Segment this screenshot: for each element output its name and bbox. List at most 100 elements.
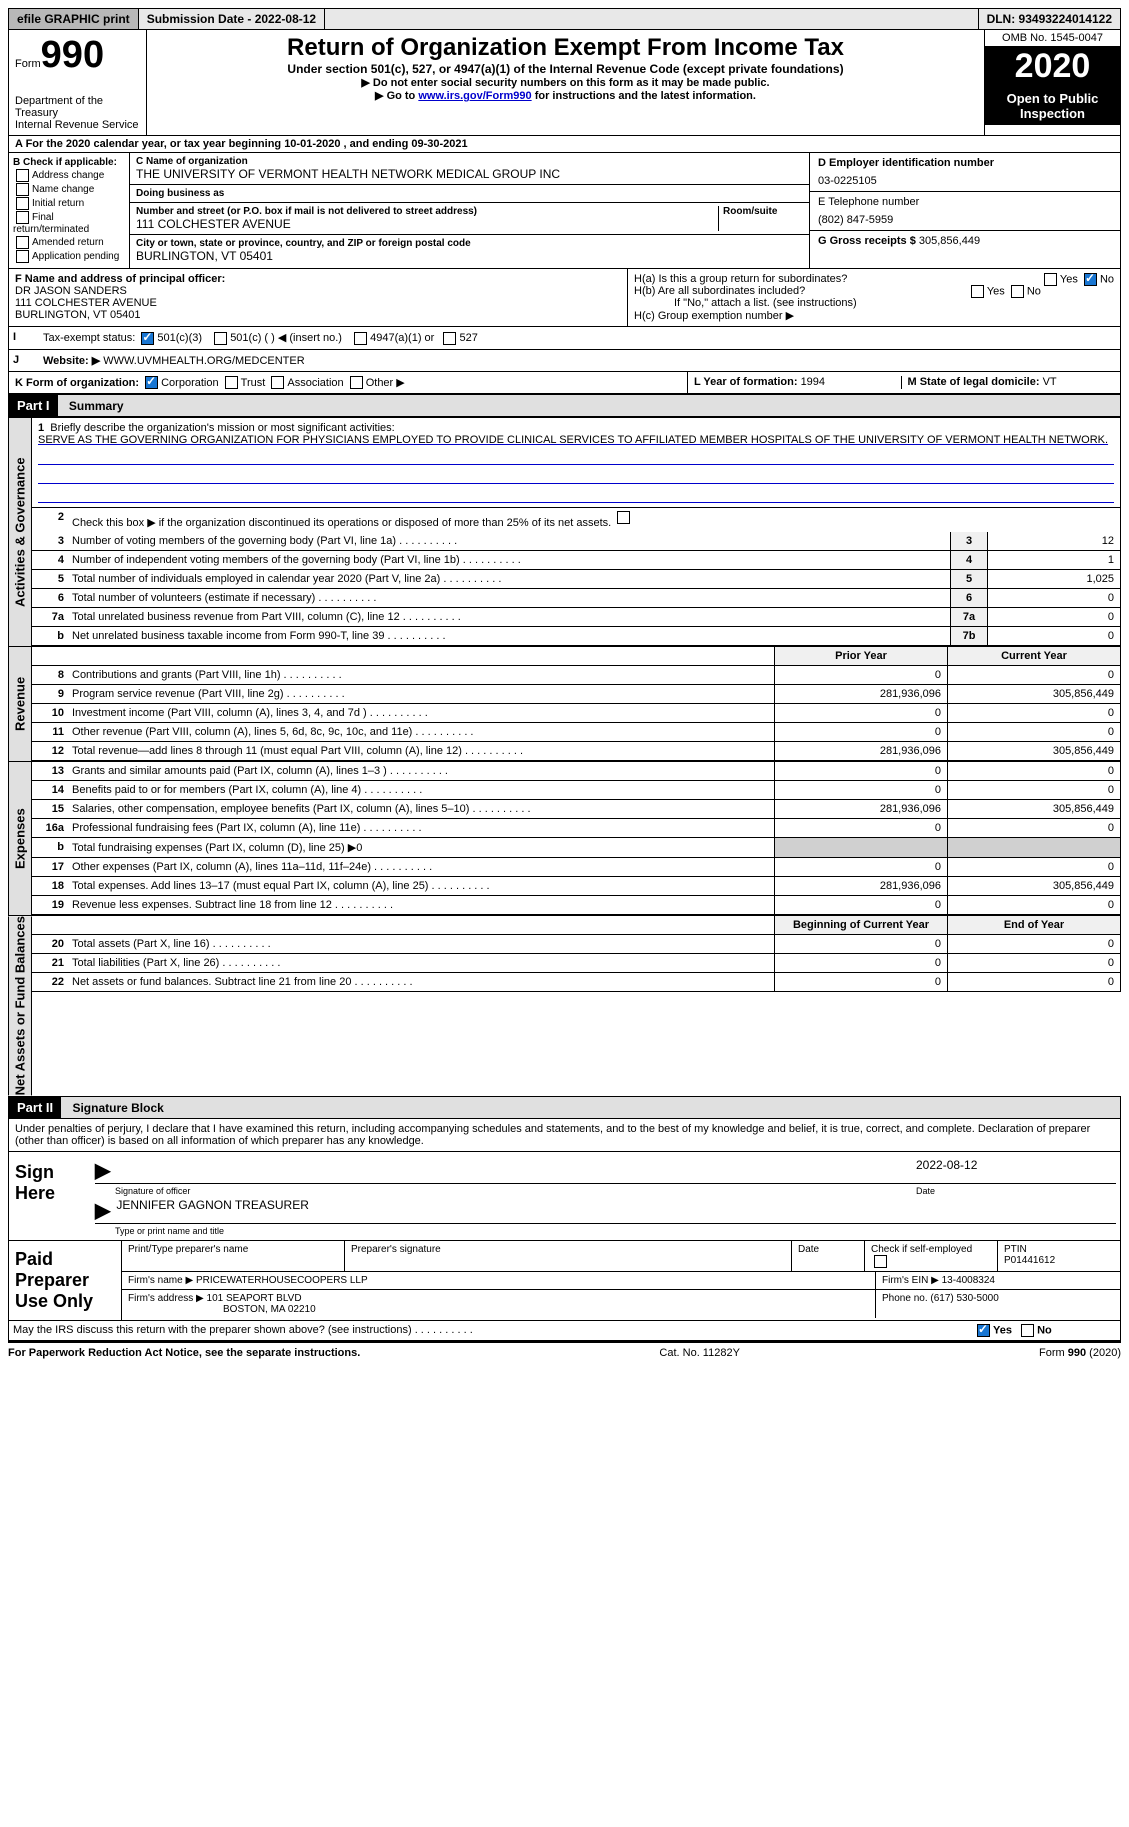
submission-date: Submission Date - 2022-08-12 xyxy=(139,9,325,29)
gov-line-b: b Net unrelated business taxable income … xyxy=(32,627,1121,646)
gov-line-5: 5 Total number of individuals employed i… xyxy=(32,570,1121,589)
website[interactable]: WWW.UVMHEALTH.ORG/MEDCENTER xyxy=(103,355,304,367)
sig-arrow-icon: ▶ xyxy=(95,1198,110,1223)
gov-line-6: 6 Total number of volunteers (estimate i… xyxy=(32,589,1121,608)
ha-yes[interactable] xyxy=(1044,273,1057,286)
line-17: 17 Other expenses (Part IX, column (A), … xyxy=(32,858,1121,877)
chk-trust[interactable] xyxy=(225,376,238,389)
irs-label: Internal Revenue Service xyxy=(15,119,140,131)
chk-other[interactable] xyxy=(350,376,363,389)
line-b: b Total fundraising expenses (Part IX, c… xyxy=(32,838,1121,858)
hb-yes[interactable] xyxy=(971,285,984,298)
ptin: PTINP01441612 xyxy=(998,1241,1120,1271)
row-j: J Website: ▶ WWW.UVMHEALTH.ORG/MEDCENTER xyxy=(8,350,1121,372)
discuss-yes[interactable] xyxy=(977,1324,990,1337)
netassets-header: Beginning of Current Year End of Year xyxy=(32,916,1121,935)
entity-block: B Check if applicable: Address change Na… xyxy=(8,153,1121,269)
chk-527[interactable] xyxy=(443,332,456,345)
section-netassets: Net Assets or Fund Balances Beginning of… xyxy=(8,915,1121,1096)
chk-name-change[interactable]: Name change xyxy=(13,183,125,196)
line-16a: 16a Professional fundraising fees (Part … xyxy=(32,819,1121,838)
box-h: H(a) Is this a group return for subordin… xyxy=(627,269,1120,326)
perjury-declaration: Under penalties of perjury, I declare th… xyxy=(8,1119,1121,1152)
discuss-no[interactable] xyxy=(1021,1324,1034,1337)
form-subtitle: Under section 501(c), 527, or 4947(a)(1)… xyxy=(151,62,980,76)
box-de: D Employer identification number 03-0225… xyxy=(809,153,1120,268)
form-title: Return of Organization Exempt From Incom… xyxy=(151,34,980,62)
gov-line-7a: 7a Total unrelated business revenue from… xyxy=(32,608,1121,627)
officer-signature: JENNIFER GAGNON TREASURER xyxy=(116,1198,308,1223)
gross-receipts: G Gross receipts $ 305,856,449 xyxy=(810,231,1120,268)
vtab-revenue: Revenue xyxy=(8,647,32,761)
form-number: Form990 xyxy=(15,34,140,77)
gov-line-3: 3 Number of voting members of the govern… xyxy=(32,532,1121,551)
firm-ein: Firm's EIN ▶ 13-4008324 xyxy=(876,1272,1120,1289)
part2-header: Part II Signature Block xyxy=(8,1097,1121,1119)
line-10: 10 Investment income (Part VIII, column … xyxy=(32,704,1121,723)
chk-initial-return[interactable]: Initial return xyxy=(13,197,125,210)
firm-phone: Phone no. (617) 530-5000 xyxy=(876,1290,1120,1318)
top-bar: efile GRAPHIC print Submission Date - 20… xyxy=(8,8,1121,30)
irs-link[interactable]: www.irs.gov/Form990 xyxy=(418,90,531,102)
section-governance: Activities & Governance 1 Briefly descri… xyxy=(8,417,1121,646)
chk-discontinued[interactable] xyxy=(617,511,630,524)
revenue-header: Prior Year Current Year xyxy=(32,647,1121,666)
chk-address-change[interactable]: Address change xyxy=(13,169,125,182)
tax-year: 2020 xyxy=(985,47,1120,87)
firm-name: Firm's name ▶ PRICEWATERHOUSECOOPERS LLP xyxy=(122,1272,876,1289)
chk-self-employed[interactable] xyxy=(874,1255,887,1268)
section-expenses: Expenses 13 Grants and similar amounts p… xyxy=(8,761,1121,915)
vtab-governance: Activities & Governance xyxy=(8,418,32,646)
line-8: 8 Contributions and grants (Part VIII, l… xyxy=(32,666,1121,685)
gov-line-4: 4 Number of independent voting members o… xyxy=(32,551,1121,570)
org-name: THE UNIVERSITY OF VERMONT HEALTH NETWORK… xyxy=(136,167,803,181)
sig-date: 2022-08-12 xyxy=(916,1158,1116,1183)
vtab-expenses: Expenses xyxy=(8,762,32,915)
instr-link: ▶ Go to www.irs.gov/Form990 for instruct… xyxy=(151,89,980,102)
chk-assoc[interactable] xyxy=(271,376,284,389)
firm-address: Firm's address ▶ 101 SEAPORT BLVD BOSTON… xyxy=(122,1290,876,1318)
box-b: B Check if applicable: Address change Na… xyxy=(9,153,130,268)
line-13: 13 Grants and similar amounts paid (Part… xyxy=(32,762,1121,781)
line-a-period: A For the 2020 calendar year, or tax yea… xyxy=(8,136,1121,153)
org-city: BURLINGTON, VT 05401 xyxy=(136,249,803,263)
chk-4947[interactable] xyxy=(354,332,367,345)
chk-501c[interactable] xyxy=(214,332,227,345)
instr-ssn: ▶ Do not enter social security numbers o… xyxy=(151,76,980,89)
line-11: 11 Other revenue (Part VIII, column (A),… xyxy=(32,723,1121,742)
open-inspection: Open to Public Inspection xyxy=(985,87,1120,125)
chk-501c3[interactable] xyxy=(141,332,154,345)
irs-discuss: May the IRS discuss this return with the… xyxy=(8,1321,1121,1341)
row-fh: F Name and address of principal officer:… xyxy=(8,269,1121,327)
row-i: I Tax-exempt status: 501(c)(3) 501(c) ( … xyxy=(8,327,1121,350)
telephone: (802) 847-5959 xyxy=(818,214,1112,226)
section-revenue: Revenue Prior Year Current Year 8 Contri… xyxy=(8,646,1121,761)
line-22: 22 Net assets or fund balances. Subtract… xyxy=(32,973,1121,992)
chk-amended[interactable]: Amended return xyxy=(13,236,125,249)
line-2: 2 Check this box ▶ if the organization d… xyxy=(32,508,1121,532)
box-c: C Name of organization THE UNIVERSITY OF… xyxy=(130,153,809,268)
dln: DLN: 93493224014122 xyxy=(978,9,1120,29)
chk-corp[interactable] xyxy=(145,376,158,389)
efile-badge[interactable]: efile GRAPHIC print xyxy=(9,9,139,29)
dept-treasury: Department of the Treasury xyxy=(15,95,140,119)
paid-preparer-block: Paid Preparer Use Only Print/Type prepar… xyxy=(8,1241,1121,1321)
ein: 03-0225105 xyxy=(818,175,1112,187)
ha-no[interactable] xyxy=(1084,273,1097,286)
line-21: 21 Total liabilities (Part X, line 26) 0… xyxy=(32,954,1121,973)
chk-final-return[interactable]: Final return/terminated xyxy=(13,211,125,235)
line-18: 18 Total expenses. Add lines 13–17 (must… xyxy=(32,877,1121,896)
sig-arrow-icon: ▶ xyxy=(95,1158,110,1183)
mission-text: SERVE AS THE GOVERNING ORGANIZATION FOR … xyxy=(38,434,1108,446)
form-header: Form990 Department of the Treasury Inter… xyxy=(8,30,1121,136)
line-9: 9 Program service revenue (Part VIII, li… xyxy=(32,685,1121,704)
box-f: F Name and address of principal officer:… xyxy=(9,269,627,326)
hb-no[interactable] xyxy=(1011,285,1024,298)
omb-number: OMB No. 1545-0047 xyxy=(985,30,1120,47)
page-footer: For Paperwork Reduction Act Notice, see … xyxy=(8,1341,1121,1363)
part1-header: Part I Summary xyxy=(8,394,1121,417)
line-12: 12 Total revenue—add lines 8 through 11 … xyxy=(32,742,1121,761)
line-15: 15 Salaries, other compensation, employe… xyxy=(32,800,1121,819)
state-domicile: M State of legal domicile: VT xyxy=(901,376,1115,390)
chk-app-pending[interactable]: Application pending xyxy=(13,250,125,263)
